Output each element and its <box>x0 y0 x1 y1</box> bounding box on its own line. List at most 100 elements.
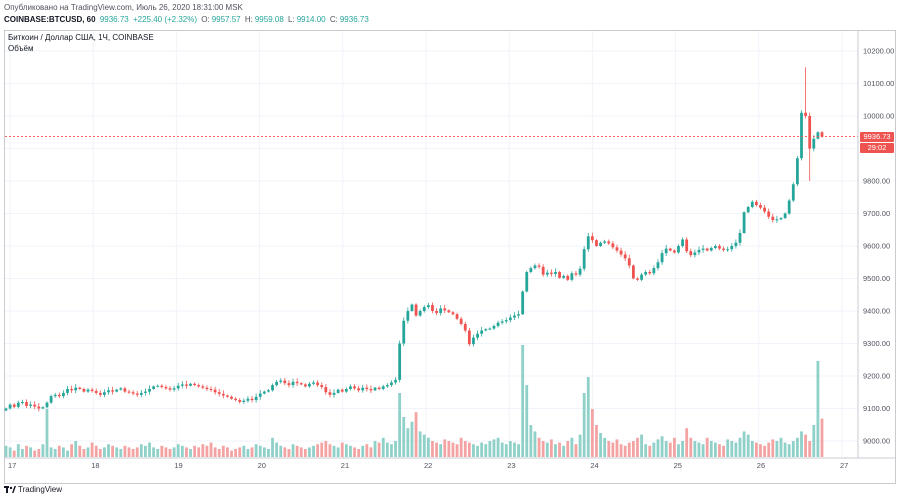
volume-bar <box>250 447 254 457</box>
candle-body <box>193 383 197 386</box>
candle-body <box>500 321 504 323</box>
candle-body <box>226 395 229 397</box>
close-label: C: <box>329 15 338 24</box>
top-bar: Опубликовано на TradingView.com, Июль 26… <box>0 0 900 30</box>
volume-bar <box>615 439 619 457</box>
volume-bar <box>754 442 758 457</box>
volume-bar <box>242 445 246 457</box>
volume-bar <box>742 431 746 457</box>
volume-bar <box>402 417 406 457</box>
volume-bar <box>472 444 475 457</box>
candle-body <box>152 386 156 389</box>
time-tick-label: 22 <box>424 461 432 470</box>
candle-body <box>349 386 352 389</box>
volume-bar <box>406 428 410 457</box>
high-value: 9959.08 <box>254 15 284 24</box>
price-tick-label: 10000.00 <box>863 112 894 121</box>
volume-bar <box>812 425 816 457</box>
candle-body <box>668 248 672 251</box>
candle-body <box>791 184 795 201</box>
volume-bar <box>439 444 443 457</box>
candle-body <box>217 392 221 394</box>
volume-bar <box>254 444 258 457</box>
candle-body <box>299 383 303 385</box>
volume-bar <box>365 444 369 457</box>
volume-bar <box>541 441 545 457</box>
candle-body <box>488 328 492 330</box>
volume-bars <box>4 345 824 457</box>
candle-body <box>209 389 213 390</box>
volume-bar <box>90 442 94 457</box>
volume-bar <box>217 449 221 457</box>
candle-body <box>570 273 574 280</box>
volume-bar <box>492 439 496 457</box>
price-tick-label: 9700.00 <box>863 209 890 218</box>
candle-body <box>238 400 242 402</box>
candle-body <box>123 388 127 392</box>
candle-body <box>201 386 205 388</box>
candle-body <box>168 388 172 390</box>
candle-body <box>664 248 668 254</box>
candle-body <box>783 213 787 219</box>
candle-body <box>795 158 799 185</box>
volume-bar <box>590 409 594 457</box>
volume-bar <box>508 441 512 457</box>
candle-body <box>701 248 705 250</box>
candle-body <box>242 400 246 402</box>
candle-body <box>221 393 225 396</box>
candle-body <box>734 242 738 246</box>
volume-bar <box>689 437 693 457</box>
candle-body <box>86 389 90 392</box>
candle-body <box>615 247 619 251</box>
candle-body <box>439 308 443 313</box>
volume-bar <box>308 447 311 457</box>
grid-lines <box>5 31 858 458</box>
open-value: 9957.57 <box>211 15 241 24</box>
volume-bar <box>713 442 717 457</box>
candle-body <box>402 320 406 344</box>
volume-bar <box>709 441 713 457</box>
candle-body <box>804 112 807 116</box>
tradingview-logo-icon <box>4 486 16 493</box>
candle-body <box>295 381 299 384</box>
volume-bar <box>131 449 135 457</box>
volume-bar <box>390 444 393 457</box>
volume-bar <box>795 437 799 457</box>
volume-bar <box>804 434 807 457</box>
candle-body <box>340 389 344 392</box>
volume-bar <box>312 445 315 457</box>
volume-bar <box>238 447 242 457</box>
time-tick-label: 23 <box>507 461 515 470</box>
volume-bar <box>566 441 570 457</box>
volume-bar <box>746 434 750 457</box>
candle-body <box>562 275 566 278</box>
volume-bar <box>78 445 82 457</box>
volume-bar <box>394 441 397 457</box>
candle-body <box>787 200 791 214</box>
candle-body <box>504 320 508 322</box>
low-value: 9914.00 <box>296 15 326 24</box>
candle-body <box>37 406 41 409</box>
volume-bar <box>443 439 447 457</box>
volume-bar <box>767 442 771 457</box>
candle-body <box>705 248 709 251</box>
candle-body <box>709 247 713 251</box>
candle-body <box>455 314 459 319</box>
volume-bar <box>652 442 656 457</box>
candle-body <box>623 254 627 259</box>
candle-body <box>127 391 131 393</box>
volume-bar <box>517 444 520 457</box>
volume-bar <box>369 447 373 457</box>
volume-bar <box>529 425 533 457</box>
candle-body <box>533 265 537 269</box>
volume-bar <box>521 345 525 457</box>
candle-body <box>78 387 82 389</box>
price-axis: 10200.0010100.0010000.009900.009800.0097… <box>863 47 894 446</box>
volume-bar <box>599 433 602 457</box>
volume-bar <box>21 449 24 457</box>
volume-bar <box>74 441 78 457</box>
candle-body <box>82 389 86 392</box>
time-axis: 17 18 19 20 21 22 23 24 25 26 27 <box>8 461 848 470</box>
volume-bar <box>623 445 627 457</box>
